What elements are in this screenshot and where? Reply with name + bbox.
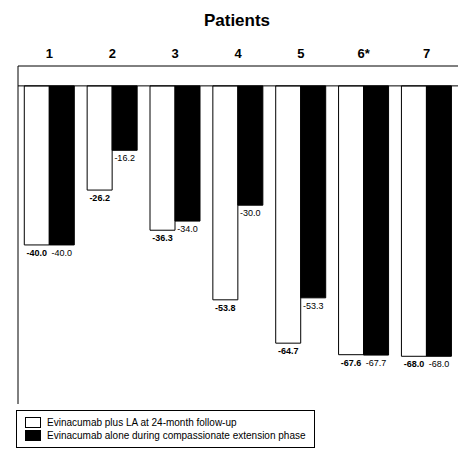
svg-text:6*: 6* — [358, 46, 371, 61]
html-text:Patients: Patients — [203, 11, 271, 30]
svg-text:-53.8: -53.8 — [215, 303, 236, 313]
svg-text:1: 1 — [46, 46, 53, 61]
svg-text:-40.0: -40.0 — [27, 248, 48, 258]
svg-text:5: 5 — [297, 46, 304, 61]
svg-text:-26.2: -26.2 — [89, 193, 110, 203]
svg-text:2: 2 — [109, 46, 116, 61]
svg-text:-36.3: -36.3 — [152, 233, 173, 243]
svg-text:-30.0: -30.0 — [240, 208, 261, 218]
svg-text:-34.0: -34.0 — [177, 224, 198, 234]
svg-text:-68.0: -68.0 — [429, 359, 450, 369]
svg-text:-64.7: -64.7 — [278, 346, 299, 356]
html-text:Evinacumab plus LA at 24-month: Evinacumab plus LA at 24-month follow-up — [47, 417, 237, 428]
svg-text:-67.7: -67.7 — [366, 358, 387, 368]
svg-text:4: 4 — [234, 46, 242, 61]
svg-text:-53.3: -53.3 — [303, 301, 324, 311]
svg-text:3: 3 — [172, 46, 179, 61]
svg-text:-67.6: -67.6 — [341, 358, 362, 368]
html-text:Evinacumab alone during compas: Evinacumab alone during compassionate ex… — [47, 430, 306, 441]
svg-text:-40.0: -40.0 — [52, 248, 73, 258]
svg-text:-68.0: -68.0 — [404, 359, 425, 369]
svg-text:7: 7 — [423, 46, 430, 61]
svg-text:-16.2: -16.2 — [114, 153, 135, 163]
